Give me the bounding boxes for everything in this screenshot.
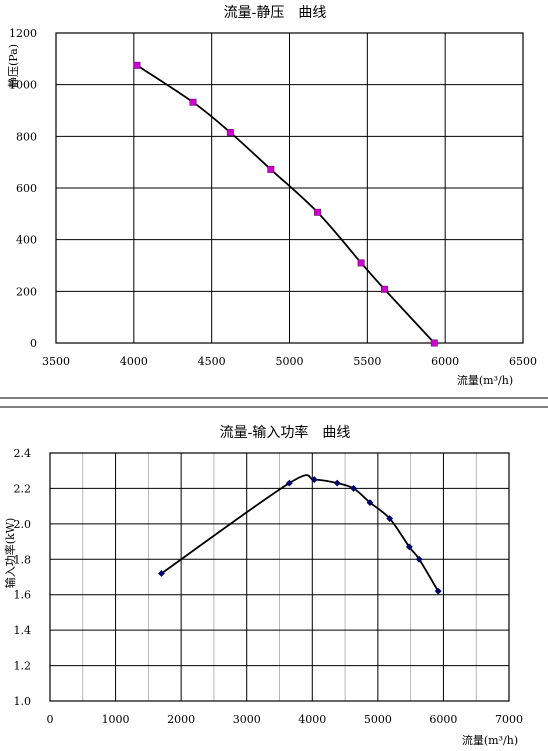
y-tick-label: 2.2 <box>14 482 32 495</box>
chart1-x-axis-label: 流量(m³/h) <box>457 373 513 387</box>
x-tick-label: 4000 <box>120 355 148 368</box>
data-point <box>386 515 394 522</box>
data-point <box>189 98 197 106</box>
data-point <box>226 129 234 136</box>
x-tick-label: 6000 <box>429 713 457 726</box>
y-tick-label: 2.4 <box>14 447 32 460</box>
data-point <box>267 165 275 173</box>
plot-frame <box>49 452 510 702</box>
data-point <box>366 499 374 506</box>
x-tick-label: 4000 <box>298 713 326 726</box>
data-point <box>310 476 318 483</box>
x-tick-label: 6500 <box>509 355 537 368</box>
chart2-title: 流量-输入功率 曲线 <box>220 424 351 441</box>
x-tick-label: 5000 <box>364 713 392 726</box>
y-tick-label: 1.2 <box>14 660 32 673</box>
y-tick-label: 2.0 <box>14 518 32 531</box>
x-tick-label: 7000 <box>495 713 523 726</box>
data-point <box>430 339 438 347</box>
x-tick-label: 3000 <box>233 713 261 726</box>
data-point <box>314 208 321 216</box>
x-tick-label: 1000 <box>102 713 130 726</box>
y-tick-label: 1000 <box>9 79 37 92</box>
x-tick-label: 0 <box>47 713 54 726</box>
y-tick-label: 400 <box>16 234 37 247</box>
x-tick-label: 3500 <box>42 355 70 368</box>
data-point <box>158 570 165 577</box>
data-point <box>350 485 357 492</box>
data-point <box>381 285 388 293</box>
data-point <box>357 259 365 267</box>
y-tick-label: 1.4 <box>14 624 32 637</box>
y-tick-label: 1.6 <box>14 589 32 602</box>
chart1-grid <box>55 32 524 344</box>
x-tick-label: 6000 <box>431 355 459 368</box>
chart1-points <box>133 61 438 347</box>
chart2-y-axis-label: 输入功率(kW) <box>3 518 17 589</box>
chart2-grid <box>49 452 510 702</box>
static-pressure-chart: 流量-静压 曲线 3500 4000 4500 5000 5500 6000 6500 0 2… <box>6 5 537 387</box>
chart2-x-axis-label: 流量(m³/h) <box>462 733 518 747</box>
y-tick-label: 1200 <box>9 27 37 40</box>
chart1-x-tick-labels: 3500 4000 4500 5000 5500 6000 6500 <box>42 355 537 368</box>
chart2-x-tick-labels: 0 1000 2000 3000 4000 5000 6000 7000 <box>47 713 524 726</box>
x-tick-label: 2000 <box>167 713 195 726</box>
chart2-points <box>158 476 442 595</box>
x-tick-label: 5500 <box>353 355 381 368</box>
y-tick-label: 200 <box>16 285 37 298</box>
y-tick-label: 600 <box>16 182 37 195</box>
data-point <box>415 555 423 563</box>
y-tick-label: 800 <box>16 130 37 143</box>
data-point <box>133 61 141 69</box>
chart1-y-axis-label: 静压(Pa) <box>6 44 20 88</box>
x-tick-label: 4500 <box>198 355 226 368</box>
data-point <box>285 479 293 487</box>
input-power-chart: 流量-输入功率 曲线 0 1000 2000 3000 4000 5000 6000 7000… <box>3 424 523 747</box>
data-point <box>333 479 341 487</box>
chart1-y-tick-labels: 0 200 400 600 800 1000 1200 <box>9 27 37 350</box>
y-tick-label: 1.0 <box>14 695 32 708</box>
data-point <box>405 543 413 551</box>
chart1-series-line <box>136 64 435 344</box>
plot-frame <box>55 32 524 344</box>
y-tick-label: 0 <box>30 337 37 350</box>
x-tick-label: 5000 <box>276 355 304 368</box>
y-tick-label: 1.8 <box>14 553 32 566</box>
chart2-y-tick-labels: 1.0 1.2 1.4 1.6 1.8 2.0 2.2 2.4 <box>14 447 32 708</box>
chart2-series-line <box>160 474 439 592</box>
chart1-title: 流量-静压 曲线 <box>224 5 327 21</box>
data-point <box>434 587 442 595</box>
